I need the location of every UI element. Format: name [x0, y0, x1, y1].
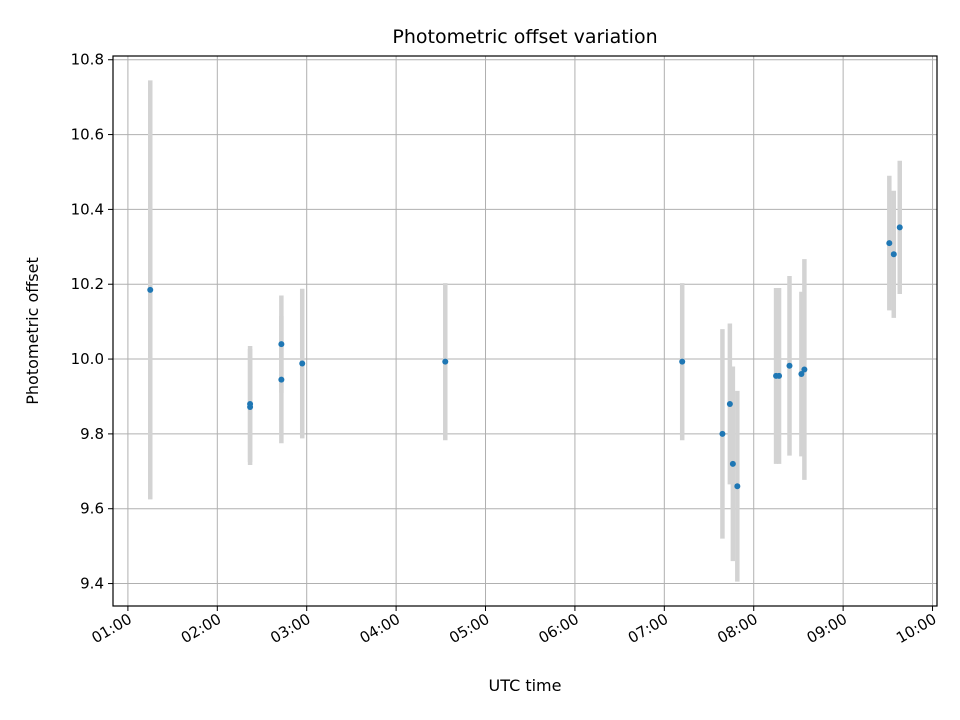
- data-point: [679, 358, 686, 365]
- data-point: [890, 251, 897, 258]
- data-point: [726, 400, 733, 407]
- data-point: [886, 240, 893, 247]
- grid: [113, 56, 937, 606]
- data-point: [776, 372, 783, 379]
- plot-frame: [112, 55, 938, 607]
- chart-title: Photometric offset variation: [392, 26, 657, 48]
- y-tick-label: 10.0: [71, 350, 104, 368]
- data-point: [801, 366, 808, 373]
- data-point: [278, 376, 285, 383]
- data-point: [729, 460, 736, 467]
- y-tick-label: 9.4: [80, 575, 104, 593]
- y-tick-label: 10.2: [71, 275, 104, 293]
- data-point: [896, 224, 903, 231]
- data-point: [734, 483, 741, 490]
- data-point: [786, 362, 793, 369]
- data-point: [147, 286, 154, 293]
- data-points: [147, 224, 903, 490]
- y-tick-label: 10.8: [71, 51, 104, 69]
- data-point: [278, 341, 285, 348]
- data-point: [299, 360, 306, 367]
- y-tick-label: 10.4: [71, 200, 104, 218]
- data-point: [247, 403, 254, 410]
- data-point: [442, 358, 449, 365]
- y-tick-label: 9.8: [80, 425, 104, 443]
- data-point: [798, 371, 805, 378]
- y-axis-label: Photometric offset: [23, 257, 42, 405]
- x-axis-label: UTC time: [489, 676, 562, 695]
- y-tick-label: 9.6: [80, 500, 104, 518]
- data-point: [719, 430, 726, 437]
- y-tick-label: 10.6: [71, 126, 104, 144]
